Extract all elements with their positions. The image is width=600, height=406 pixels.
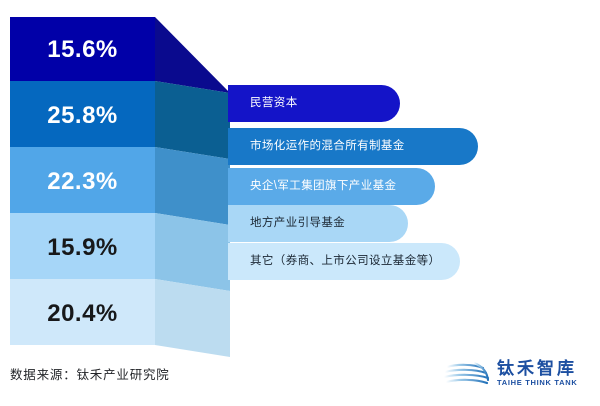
logo-text-group: 钛禾智库 TAIHE THINK TANK: [497, 360, 578, 387]
segment-label-pill-4[interactable]: 地方产业引导基金: [228, 205, 408, 242]
segment-value-2: 25.8%: [47, 102, 118, 129]
funnel-segment-2: [10, 81, 230, 159]
funnel-segment-1: [10, 17, 230, 93]
segment-value-3: 22.3%: [47, 168, 118, 195]
segment-label-pill-2[interactable]: 市场化运作的混合所有制基金: [228, 128, 478, 165]
segment-value-5: 20.4%: [47, 300, 118, 327]
segment-label-3: 央企\军工集团旗下产业基金: [250, 180, 397, 193]
logo-name-cn: 钛禾智库: [497, 359, 577, 379]
brand-logo: 钛禾智库 TAIHE THINK TANK: [443, 354, 593, 394]
segment-value-4: 15.9%: [47, 234, 118, 261]
funnel-segment-3: [10, 147, 230, 225]
segment-label-pill-1[interactable]: 民营资本: [228, 85, 400, 122]
funnel-segment-4: [10, 213, 230, 291]
segment-label-1: 民营资本: [250, 97, 298, 110]
segment-label-4: 地方产业引导基金: [250, 217, 346, 230]
funnel-segment-5: [10, 279, 230, 357]
segment-label-2: 市场化运作的混合所有制基金: [250, 140, 405, 153]
segment-label-pill-5[interactable]: 其它（券商、上市公司设立基金等）: [228, 243, 460, 280]
segment-value-1: 15.6%: [47, 36, 118, 63]
logo-name-en: TAIHE THINK TANK: [497, 378, 578, 388]
segment-label-5: 其它（券商、上市公司设立基金等）: [250, 255, 441, 268]
source-note: 数据来源：钛禾产业研究院: [10, 368, 170, 382]
segment-label-pill-3[interactable]: 央企\军工集团旗下产业基金: [228, 168, 435, 205]
wave-mark-icon: [443, 361, 490, 385]
